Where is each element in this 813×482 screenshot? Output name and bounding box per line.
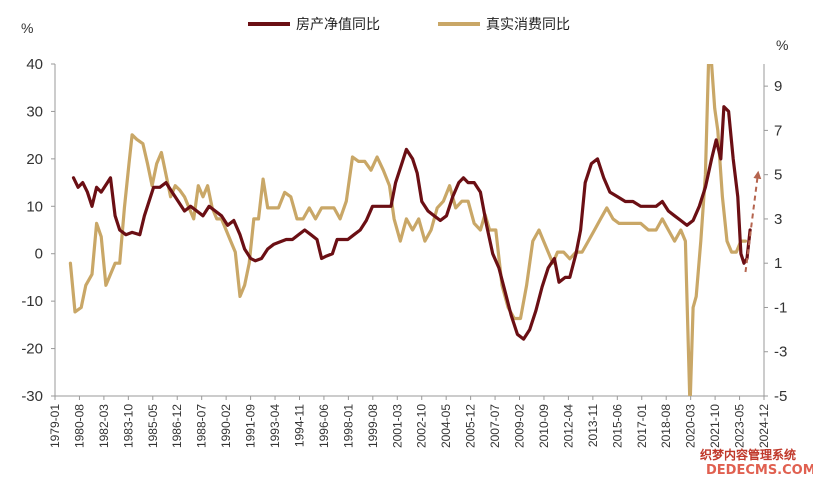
x-tick-label: 1982-03	[97, 404, 111, 448]
x-tick-label: 2001-03	[390, 404, 404, 448]
watermark-line2: DEDECMS.COM	[706, 463, 813, 478]
legend: 房产净值同比 真实消费同比	[248, 17, 570, 33]
x-tick-label: 2021-10	[708, 404, 722, 448]
x-tick-label: 2007-07	[488, 404, 502, 448]
right-tick-label: 1	[774, 255, 782, 272]
trend-arrow	[744, 170, 762, 273]
x-tick-label: 2002-10	[415, 404, 429, 448]
x-tick-label: 1985-05	[146, 404, 160, 448]
x-tick-label: 1996-06	[317, 404, 331, 448]
right-tick-label: 3	[774, 211, 782, 228]
left-tick-label: 20	[26, 151, 43, 168]
axes: 40 30 20 10 0 -10 -20 -30 9 7 5 3 1 -1 -3 -5 1979-01 1980…	[21, 56, 787, 448]
series-layer	[68, 64, 752, 396]
right-tick-label: -3	[774, 344, 787, 361]
left-tick-label: -20	[21, 341, 43, 358]
x-tick-label: 1993-04	[268, 404, 282, 448]
x-tick-label: 1991-09	[244, 404, 258, 448]
x-tick-label: 2010-09	[537, 404, 551, 448]
watermark-line1: 织梦内容管理系统	[700, 447, 796, 462]
x-tick-label: 1988-07	[195, 404, 209, 448]
x-tick-label: 1983-10	[121, 404, 135, 448]
right-tick-label: -5	[774, 388, 787, 405]
left-tick-label: 30	[26, 103, 43, 120]
x-tick-label: 2015-06	[610, 404, 624, 448]
right-tick-label: 9	[774, 78, 782, 95]
x-tick-label: 2012-04	[561, 404, 575, 448]
left-tick-label: -30	[21, 388, 43, 405]
x-tick-label: 2018-08	[659, 404, 673, 448]
left-tick-label: 40	[26, 56, 43, 73]
x-tick-label: 2020-03	[684, 404, 698, 448]
x-tick-label: 2013-11	[586, 404, 600, 447]
watermark: 织梦内容管理系统 DEDECMS.COM	[700, 447, 813, 478]
x-tick-label: 1998-01	[341, 404, 355, 448]
x-tick-label: 2017-01	[635, 404, 649, 448]
x-tick-label: 1986-12	[170, 404, 184, 448]
right-tick-label: -1	[774, 299, 787, 316]
legend-label: 真实消费同比	[486, 17, 570, 33]
annotation-layer	[744, 170, 762, 273]
x-tick-label: 2024-12	[757, 404, 771, 448]
x-tick-label: 2004-05	[439, 404, 453, 448]
series-line-home-equity	[71, 105, 752, 341]
x-tick-label: 1990-02	[219, 404, 233, 448]
x-tick-label: 2005-12	[464, 404, 478, 448]
series-line-real-consumption	[68, 64, 748, 396]
left-tick-label: 0	[35, 246, 43, 263]
right-tick-label: 7	[774, 122, 782, 139]
left-axis-unit: %	[21, 20, 33, 36]
x-tick-label: 2009-02	[513, 404, 527, 448]
x-tick-label: 1980-08	[72, 404, 86, 448]
right-axis-unit: %	[776, 37, 788, 53]
x-tick-label: 1979-01	[48, 404, 62, 448]
x-tick-label: 2023-05	[733, 404, 747, 448]
x-tick-label: 1994-11	[292, 404, 306, 447]
right-tick-label: 5	[774, 167, 782, 184]
legend-label: 房产净值同比	[296, 17, 380, 33]
left-tick-label: -10	[21, 293, 43, 310]
x-tick-label: 1999-08	[366, 404, 380, 448]
left-tick-label: 10	[26, 198, 43, 215]
